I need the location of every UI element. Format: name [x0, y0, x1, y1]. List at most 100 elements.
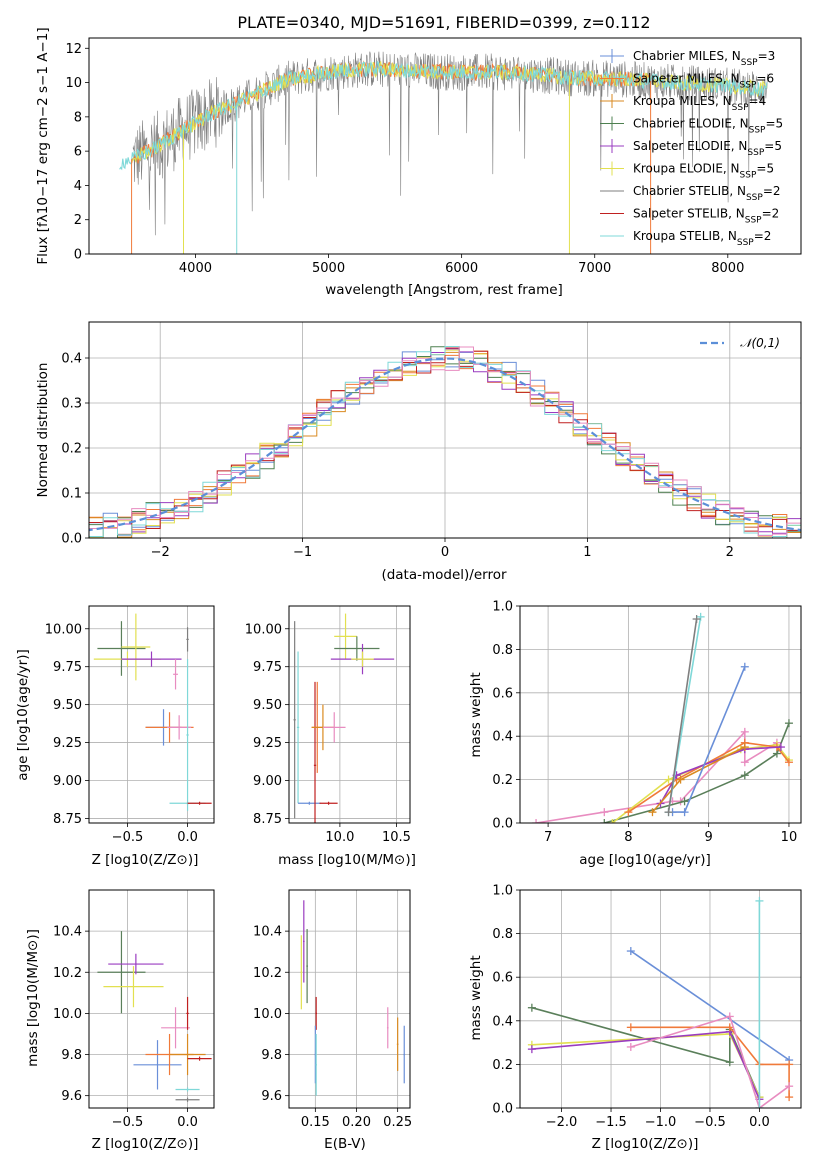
x-tick-label: 5000	[312, 261, 345, 276]
residuals-plot-area	[89, 346, 801, 538]
residuals-panel: −2 −1 0 1 2 0.0 0.1 0.2 0.3 0.4 𝒩(0,1)	[61, 321, 802, 560]
x-tick-label: 0.0	[177, 830, 198, 845]
y-tick-label: 10.00	[245, 622, 282, 637]
spectrum-frame	[88, 37, 802, 255]
x-tick-label: −0.5	[694, 1115, 726, 1130]
mass-weight-series-line	[630, 1015, 790, 1108]
x-tick-label: 0.0	[749, 1115, 770, 1130]
y-tick-label: 0.4	[61, 352, 82, 367]
y-tick-label: 4	[74, 179, 82, 194]
mass-weight-series-line	[630, 950, 790, 1061]
x-tick-label: 0	[441, 545, 449, 560]
mass-weight-vs-age-panel: 7 8 9 10 0.0 0.2 0.4 0.6 0.8 1.0	[492, 600, 802, 846]
mass-weight-vs-age-plot-area	[532, 612, 793, 823]
x-tick-label: 8000	[711, 261, 744, 276]
age-vs-z-ticks: −0.5 0.0 8.75 9.00 9.25 9.50 9.75 10.00	[45, 622, 198, 845]
mw-z-xlabel: Z [log10(Z/Z⊙)]	[592, 1136, 699, 1152]
mass-vs-ebv-panel: 0.15 0.20 0.25 9.6 9.8 10.0 10.2 10.4	[253, 889, 412, 1130]
mass-weight-vs-z-panel: −2.0 −1.5 −1.0 −0.5 0.0 0.0 0.2 0.4 0.6 0.8 1.0	[492, 884, 802, 1131]
y-tick-label: 10.4	[253, 925, 282, 940]
legend-label: 𝒩(0,1)	[740, 336, 780, 350]
spectrum-panel: 4000 5000 6000 7000 8000 0 2 4 6 8 10 12 Chabrier MI…	[65, 37, 802, 276]
mass-weight-series-line	[667, 618, 698, 813]
mass-weight-series-line	[611, 744, 790, 823]
mass-weight-vs-age-ticks: 7 8 9 10 0.0 0.2 0.4 0.6 0.8 1.0	[492, 600, 797, 846]
y-tick-label: 9.6	[61, 1089, 82, 1104]
mw-age-ylabel: mass weight	[468, 672, 484, 757]
mass-vs-ebv-plot-area	[300, 900, 406, 1096]
x-tick-label: 10.5	[382, 830, 411, 845]
y-tick-label: 10.2	[253, 966, 282, 981]
observed-spectrum-line	[132, 51, 768, 236]
y-tick-label: 8.75	[253, 812, 282, 827]
y-tick-label: 9.25	[53, 736, 82, 751]
x-tick-label: −1.5	[595, 1115, 627, 1130]
y-tick-label: 0.6	[492, 971, 513, 986]
mass-ebv-xlabel: E(B-V)	[324, 1136, 366, 1152]
x-tick-label: 2	[726, 545, 734, 560]
y-tick-label: 0.3	[61, 397, 82, 412]
y-tick-label: 9.50	[53, 698, 82, 713]
x-tick-label: 6000	[445, 261, 478, 276]
x-tick-label: −0.5	[112, 830, 144, 845]
x-tick-label: −1.0	[645, 1115, 677, 1130]
y-tick-label: 0.0	[61, 532, 82, 547]
age-vs-z-frame	[88, 605, 215, 824]
age-vs-mass-panel: 10.0 10.5 8.75 9.00 9.25 9.50 9.75 10.00	[245, 605, 411, 845]
y-tick-label: 9.25	[253, 736, 282, 751]
legend-label: Chabrier MILES, NSSP=3	[633, 49, 775, 68]
spectrum-ylabel: Flux [fλ10−17 erg cm−2 s−1 A−1]	[35, 27, 51, 264]
residual-legend: 𝒩(0,1)	[700, 336, 780, 350]
x-tick-label: −1	[293, 545, 312, 560]
spectrum-title: PLATE=0340, MJD=51691, FIBERID=0399, z=0…	[237, 13, 650, 32]
y-tick-label: 10	[65, 76, 82, 91]
age-vs-mass-plot-area	[293, 613, 395, 823]
y-tick-label: 0.2	[61, 442, 82, 457]
mass-weight-vs-z-frame	[519, 889, 802, 1109]
y-tick-label: 9.75	[53, 660, 82, 675]
mass-z-ylabel: mass [log10(M/M⊙)]	[25, 929, 41, 1067]
x-tick-label: −0.5	[112, 1115, 144, 1130]
y-tick-label: 10.4	[53, 925, 82, 940]
mass-weight-vs-z-ticks: −2.0 −1.5 −1.0 −0.5 0.0 0.0 0.2 0.4 0.6 0.8 1.0	[492, 884, 769, 1131]
residuals-xlabel: (data-model)/error	[381, 567, 507, 583]
x-tick-label: 0.20	[342, 1115, 371, 1130]
y-tick-label: 0.0	[492, 1102, 513, 1117]
x-tick-label: 0.15	[301, 1115, 330, 1130]
y-tick-label: 9.6	[261, 1089, 282, 1104]
residuals-ylabel: Normed distribution	[35, 363, 51, 498]
residual-frame	[88, 321, 802, 539]
y-tick-label: 2	[74, 213, 82, 228]
x-tick-label: 7000	[578, 261, 611, 276]
y-tick-label: 1.0	[492, 884, 513, 899]
mass-z-xlabel: Z [log10(Z/Z⊙)]	[92, 1136, 199, 1152]
y-tick-label: 10.0	[253, 1007, 282, 1022]
x-tick-label: 9	[705, 830, 713, 845]
age-vs-mass-ticks: 10.0 10.5 8.75 9.00 9.25 9.50 9.75 10.00	[245, 622, 411, 845]
y-tick-label: 9.75	[253, 660, 282, 675]
y-tick-label: 0.6	[492, 686, 513, 701]
y-tick-label: 0.2	[492, 1058, 513, 1073]
residual-histogram-line	[89, 346, 801, 536]
y-tick-label: 10.2	[53, 966, 82, 981]
legend-label: Salpeter ELODIE, NSSP=5	[633, 139, 782, 158]
y-tick-label: 9.8	[61, 1048, 82, 1063]
y-tick-label: 9.00	[53, 774, 82, 789]
y-tick-label: 0.2	[492, 773, 513, 788]
mass-weight-vs-age-frame	[519, 605, 802, 824]
mass-weight-series-line	[531, 1033, 761, 1098]
age-vs-z-plot-area	[93, 613, 212, 811]
y-tick-label: 9.50	[253, 698, 282, 713]
legend-label: Chabrier ELODIE, NSSP=5	[633, 117, 783, 136]
mass-vs-z-ticks: −0.5 0.0 9.6 9.8 10.0 10.2 10.4	[53, 925, 198, 1130]
y-tick-label: 0	[74, 248, 82, 263]
mass-vs-z-frame	[88, 889, 215, 1109]
age-vs-z-panel: −0.5 0.0 8.75 9.00 9.25 9.50 9.75 10.00	[45, 605, 215, 845]
mw-z-ylabel: mass weight	[468, 955, 484, 1040]
y-tick-label: 0.8	[492, 643, 513, 658]
x-tick-label: 1	[583, 545, 591, 560]
model-spectrum-line	[119, 60, 768, 171]
x-tick-label: 7	[544, 830, 552, 845]
x-tick-label: 8	[624, 830, 632, 845]
